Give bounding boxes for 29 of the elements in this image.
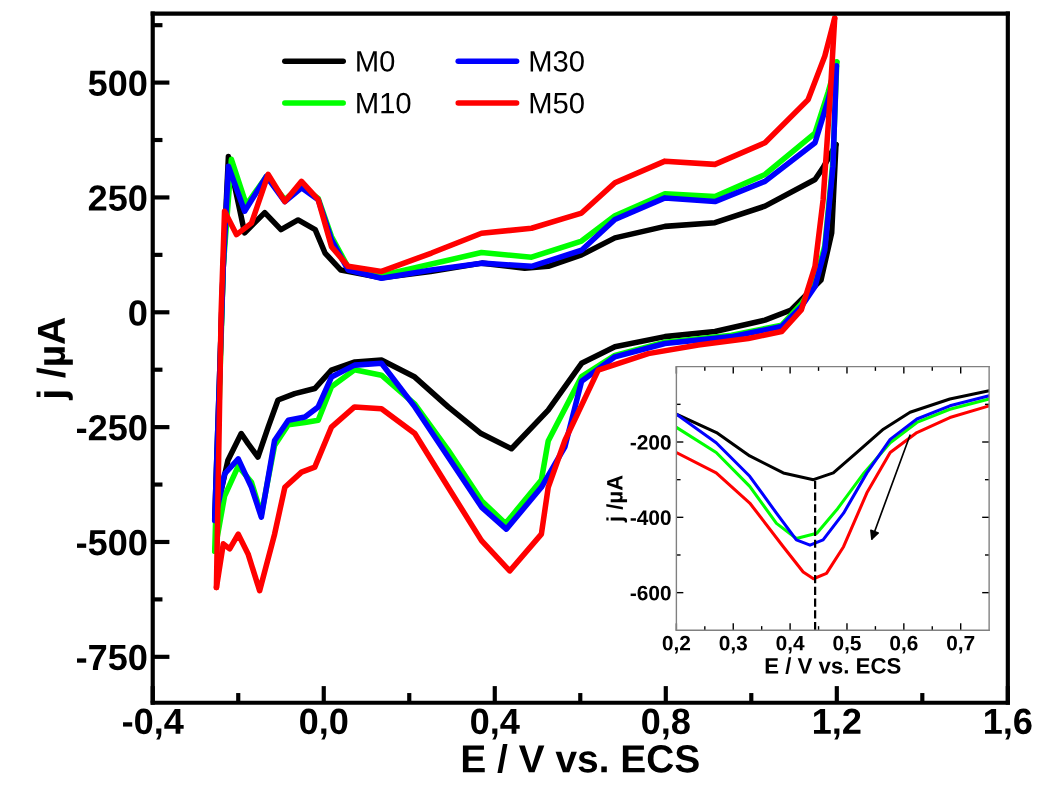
- x-tick-label: 0,5: [833, 635, 861, 654]
- legend-label: M10: [357, 92, 411, 114]
- y-tick-label: 0: [129, 300, 147, 326]
- y-axis-title: j /µA: [606, 475, 628, 523]
- x-tick-label: 1,6: [985, 708, 1032, 740]
- x-axis-title: E / V vs. ECS: [462, 744, 699, 774]
- y-tick-label: -600: [630, 585, 671, 601]
- x-tick-label: 0,4: [776, 635, 805, 654]
- x-tick-label: 0,7: [947, 635, 975, 654]
- y-tick-label: -250: [77, 415, 147, 441]
- x-tick-label: 0,4: [471, 708, 520, 740]
- y-tick-label: 250: [88, 185, 147, 211]
- x-tick-label: 0,6: [890, 635, 918, 654]
- y-axis-title: j /µA: [36, 317, 73, 401]
- x-tick-label: 0,0: [300, 708, 348, 740]
- x-tick-label: 0,3: [719, 635, 747, 654]
- y-tick-label: -500: [77, 529, 147, 556]
- y-tick-label: -200: [630, 435, 671, 450]
- x-tick-label: -0,4: [123, 708, 184, 740]
- y-tick-label: 500: [88, 70, 147, 97]
- legend-label: M50: [530, 92, 584, 114]
- legend-label: M0: [357, 51, 395, 72]
- x-tick-label: 1,2: [813, 708, 861, 740]
- x-tick-label: 0,2: [662, 635, 691, 654]
- y-tick-label: -750: [77, 644, 147, 671]
- x-tick-label: 0,8: [642, 708, 690, 740]
- legend-label: M30: [530, 51, 584, 72]
- x-axis-title: E / V vs. ECS: [765, 657, 901, 674]
- y-tick-label: -400: [630, 510, 671, 526]
